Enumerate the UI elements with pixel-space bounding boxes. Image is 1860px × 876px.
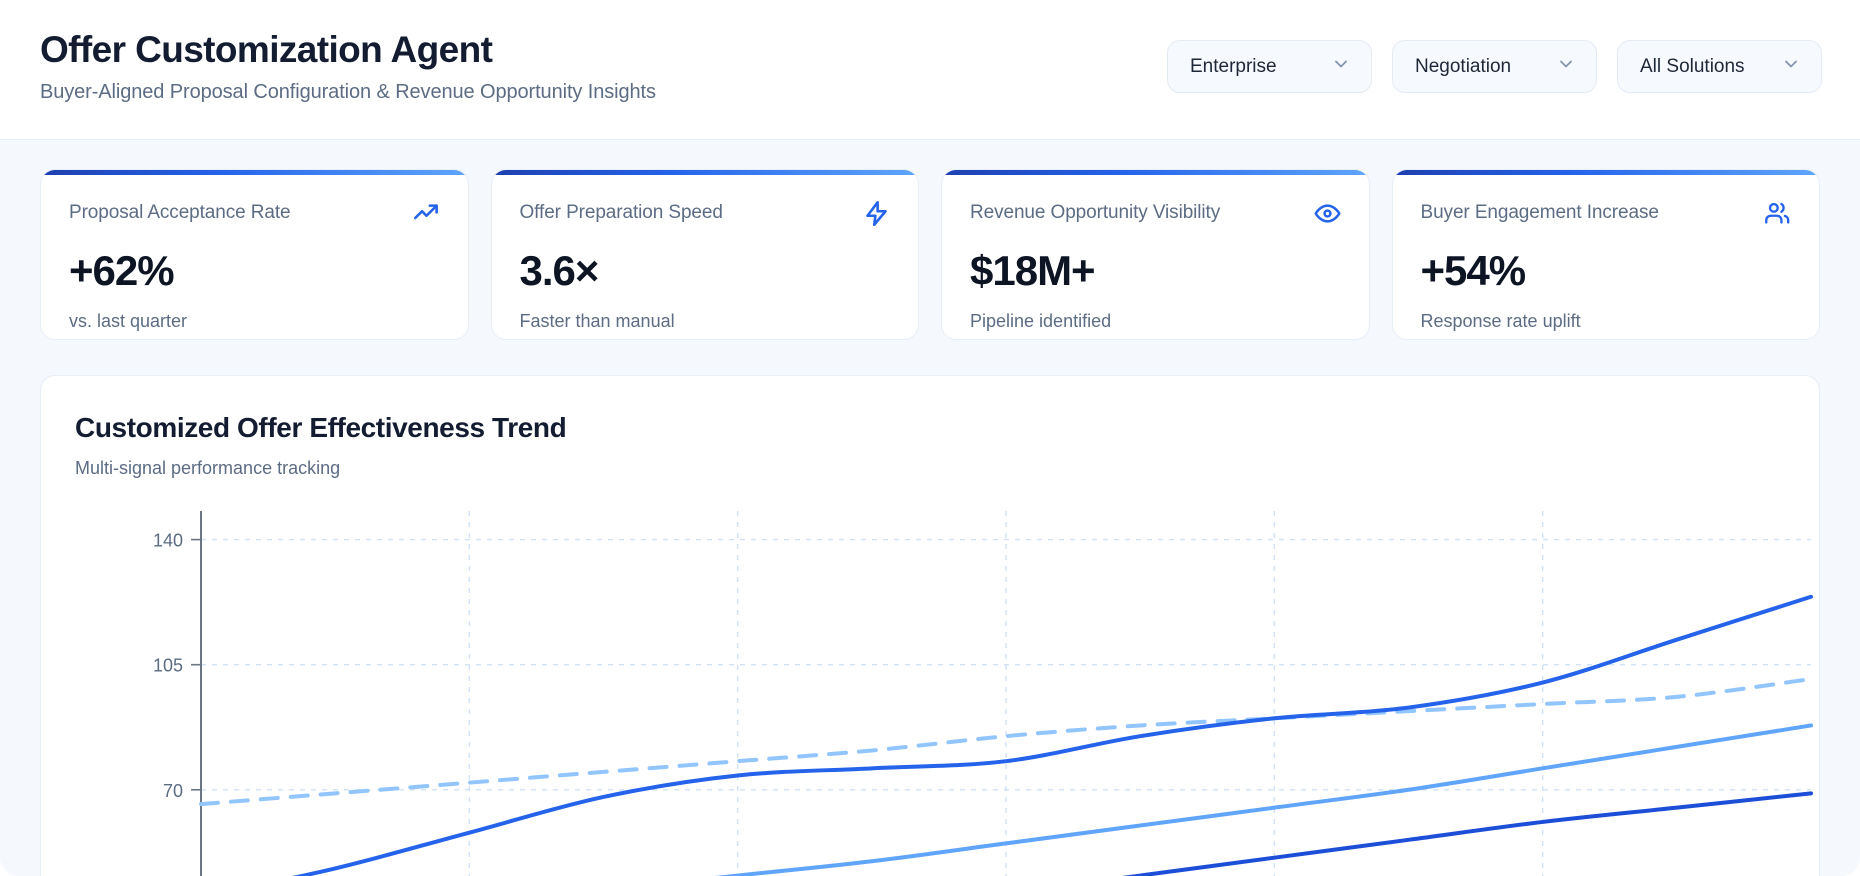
kpi-card-header: Offer Preparation Speed (520, 200, 891, 232)
kpi-value: +54% (1420, 247, 1527, 294)
chart-series-line (714, 723, 1813, 876)
effectiveness-trend-line-chart: 70 105 140 (153, 511, 1813, 876)
card-accent-bar (491, 170, 918, 175)
kpi-sublabel: Pipeline identified (970, 311, 1112, 331)
chart-series-line (1121, 791, 1813, 876)
chart-series-line (292, 594, 1813, 876)
kpi-card-revenue-opportunity-visibility[interactable]: Revenue Opportunity Visibility $18M+ Pip… (941, 169, 1370, 340)
chevron-down-icon (1781, 54, 1801, 79)
kpi-sublabel: vs. last quarter (69, 311, 188, 331)
svg-text:140: 140 (153, 531, 183, 551)
chevron-down-icon (1331, 54, 1351, 79)
filter-select-stage[interactable]: Negotiation (1392, 40, 1597, 93)
page-title: Offer Customization Agent (40, 29, 493, 70)
filter-select-segment[interactable]: Enterprise (1167, 40, 1372, 93)
card-accent-bar (942, 170, 1369, 175)
filter-select-solutions[interactable]: All Solutions (1617, 40, 1822, 93)
kpi-card-offer-preparation-speed[interactable]: Offer Preparation Speed 3.6× Faster than… (490, 169, 919, 340)
svg-text:105: 105 (153, 656, 183, 676)
kpi-sublabel: Faster than manual (519, 311, 675, 331)
kpi-value: +62% (69, 247, 175, 294)
kpi-value: 3.6× (519, 247, 600, 294)
kpi-sublabel: Response rate uplift (1420, 311, 1581, 331)
eye-icon (1313, 200, 1341, 232)
kpi-value: $18M+ (970, 247, 1096, 294)
filter-bar: Enterprise Negotiation All Solutions (1167, 24, 1822, 93)
chart-title: Customized Offer Effectiveness Trend (75, 412, 567, 443)
kpi-card-header: Buyer Engagement Increase (1421, 200, 1792, 232)
users-icon (1764, 200, 1791, 232)
chart-subtitle: Multi-signal performance tracking (75, 458, 341, 478)
kpi-label: Offer Preparation Speed (519, 202, 723, 223)
filter-select-segment-label: Enterprise (1190, 55, 1277, 77)
card-accent-bar (1392, 170, 1819, 175)
kpi-card-proposal-acceptance-rate[interactable]: Proposal Acceptance Rate +62% vs. last q… (40, 169, 469, 340)
header-title-block: Offer Customization Agent Buyer-Aligned … (40, 24, 656, 104)
kpi-label: Proposal Acceptance Rate (69, 202, 291, 223)
chart-panel: Customized Offer Effectiveness Trend Mul… (40, 375, 1820, 876)
kpi-card-row: Proposal Acceptance Rate +62% vs. last q… (0, 140, 1860, 340)
page-subtitle: Buyer-Aligned Proposal Configuration & R… (40, 80, 656, 103)
lightning-bolt-icon (863, 200, 890, 232)
svg-text:70: 70 (163, 781, 183, 801)
kpi-label: Buyer Engagement Increase (1420, 202, 1659, 223)
chevron-down-icon (1556, 54, 1576, 79)
chart-plot-area: 70 105 140 (41, 497, 1819, 876)
kpi-card-header: Proposal Acceptance Rate (69, 200, 440, 232)
page-header: Offer Customization Agent Buyer-Aligned … (0, 0, 1860, 140)
chart-series-line (199, 676, 1813, 807)
filter-select-solutions-label: All Solutions (1640, 55, 1745, 77)
kpi-card-header: Revenue Opportunity Visibility (970, 200, 1341, 232)
trending-up-icon (413, 200, 440, 232)
card-accent-bar (41, 170, 468, 175)
kpi-card-buyer-engagement-increase[interactable]: Buyer Engagement Increase +54% Response … (1391, 169, 1820, 340)
kpi-label: Revenue Opportunity Visibility (970, 202, 1221, 223)
filter-select-stage-label: Negotiation (1415, 55, 1512, 77)
